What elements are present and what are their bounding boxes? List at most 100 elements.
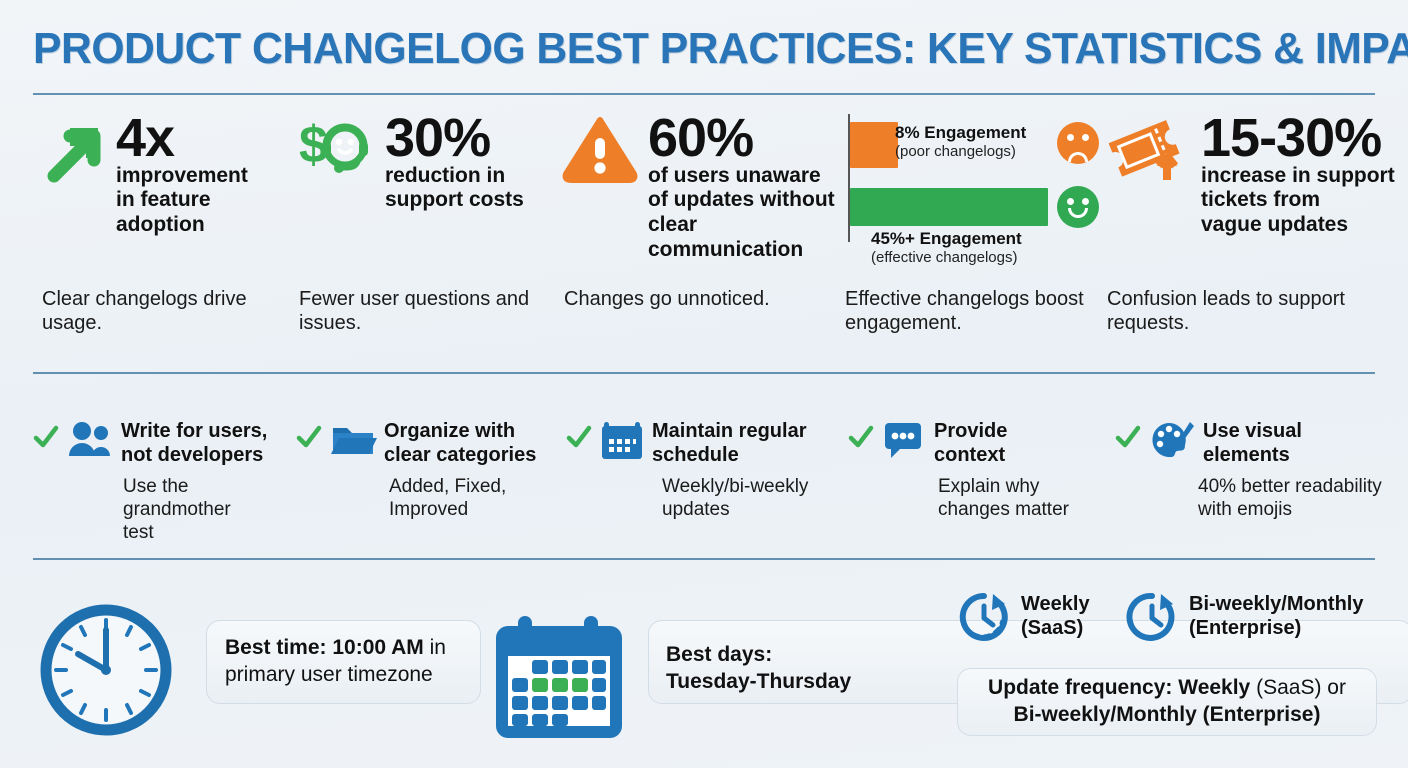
happy-face-icon — [1057, 186, 1099, 228]
stat-text: 4x improvement in feature adoption — [116, 111, 248, 238]
stat-label-line: support costs — [385, 188, 524, 212]
best-days-line2: Tuesday-Thursday — [666, 669, 852, 693]
frequency-line2: (Enterprise) — [1189, 617, 1302, 639]
stat-card-support-tickets: 15-30% increase in support tickets from … — [1105, 111, 1400, 334]
practice-title-line: not developers — [121, 443, 264, 466]
stat-text: 15-30% increase in support tickets from … — [1201, 111, 1395, 238]
divider-top — [33, 93, 1375, 95]
practice-sub-line: changes matter — [938, 498, 1069, 520]
stat-card-feature-adoption: 4x improvement in feature adoption Clear… — [40, 111, 295, 334]
stat-label-line: reduction in — [385, 163, 506, 187]
update-frequency-plain1: (SaaS) or — [1250, 676, 1346, 700]
best-time-bold: Best time: 10:00 AM — [225, 636, 424, 660]
stat-caption: Changes go unnoticed. — [564, 288, 770, 310]
bar-sublabel-effective: (effective changelogs) — [871, 249, 1018, 266]
update-frequency-card: Update frequency: Weekly (SaaS) or Bi-we… — [957, 668, 1377, 736]
practice-title-line: Maintain regular — [652, 420, 807, 442]
best-days-block: Best days: Tuesday-Thursday — [488, 600, 1408, 750]
stat-caption: Confusion leads to support requests. — [1107, 288, 1345, 335]
stat-label-line: improvement — [116, 163, 248, 187]
practice-sub: Use the grandmother test — [123, 476, 295, 544]
stat-head: 60% of users unaware of updates without … — [562, 111, 847, 263]
practice-title-line: clear categories — [384, 443, 537, 466]
warning-triangle-icon — [562, 112, 638, 184]
stat-value: 15-30% — [1201, 108, 1382, 168]
engagement-bar-chart: 8% Engagement (poor changelogs) 45%+ Eng… — [843, 112, 1099, 282]
update-frequency-text: Update frequency: Weekly (SaaS) or Bi-we… — [988, 675, 1346, 729]
update-frequency-block: Weekly (SaaS) Bi-weekly/Monthly (Enterpr… — [955, 588, 1380, 753]
practice-sub-line: Use the grandmother — [123, 476, 231, 520]
stat-label: reduction in support costs — [385, 164, 524, 214]
practice-title-line: schedule — [652, 443, 739, 466]
practice-sub-line: with emojis — [1198, 498, 1292, 520]
stat-value: 30% — [385, 108, 491, 168]
dollar-headset-support-icon: $ — [297, 112, 375, 184]
practice-sub-line: updates — [662, 498, 730, 520]
practice-title-line: Use visual — [1203, 420, 1302, 442]
practice-sub-line: Added, Fixed, — [389, 476, 507, 498]
frequency-label-biweekly: Bi-weekly/Monthly (Enterprise) — [1189, 593, 1363, 640]
bar-sublabel-poor: (poor changelogs) — [895, 143, 1016, 160]
stat-caption: Fewer user questions and issues. — [299, 288, 530, 335]
stats-row: 4x improvement in feature adoption Clear… — [0, 111, 1408, 362]
best-time-block: Best time: 10:00 AM in primary user time… — [36, 600, 481, 750]
clock-refresh-solid-icon — [1123, 588, 1181, 646]
frequency-label-weekly: Weekly (SaaS) — [1021, 593, 1090, 640]
practice-title: Use visual elements — [1203, 420, 1302, 467]
stat-label-line: vague updates — [1201, 213, 1349, 237]
bar-label-effective: 45%+ Engagement — [871, 229, 1022, 248]
update-frequency-bold1: Update frequency: Weekly — [988, 676, 1251, 700]
update-frequency-bold2: Bi-weekly/Monthly (Enterprise) — [1013, 703, 1321, 726]
practice-title-line: Provide — [934, 420, 1008, 442]
stat-value: 60% — [648, 108, 754, 168]
stat-label-line: tickets from — [1201, 188, 1321, 212]
stat-caption: Effective changelogs boost engagement. — [845, 288, 1084, 335]
practice-sub-line: Weekly/bi-weekly — [662, 476, 809, 498]
practice-head: Organize with clear categories — [296, 420, 558, 467]
practice-title: Maintain regular schedule — [652, 420, 806, 467]
support-ticket-up-icon — [1105, 112, 1191, 184]
practice-title-line: Organize with — [384, 420, 516, 442]
divider-bottom — [33, 558, 1375, 560]
practice-head: Provide context — [848, 420, 1078, 467]
frequency-item-biweekly: Bi-weekly/Monthly (Enterprise) — [1123, 588, 1363, 646]
check-icon — [1115, 424, 1141, 450]
analog-clock-icon — [36, 600, 466, 740]
practice-title-line: elements — [1203, 443, 1290, 466]
check-icon — [566, 424, 592, 450]
bar-effective-changelogs — [850, 188, 1048, 226]
practice-head: Maintain regular schedule — [566, 420, 836, 467]
practice-title: Write for users, not developers — [121, 420, 267, 467]
frequency-line1: Bi-weekly/Monthly — [1189, 593, 1364, 616]
calendar-icon — [599, 420, 645, 462]
stat-head: $ 30% reduction in — [297, 111, 552, 214]
stat-text: 30% reduction in support costs — [385, 111, 524, 214]
trend-up-arrow-icon — [40, 112, 106, 184]
bar-label-poor: 8% Engagement — [895, 123, 1027, 142]
calendar-icon — [488, 608, 638, 748]
practice-sub: 40% better readability with emojis — [1198, 476, 1408, 522]
best-days-text: Best days: Tuesday-Thursday — [666, 642, 851, 696]
stat-label-line: of users unaware — [648, 163, 821, 187]
stat-card-users-unaware: 60% of users unaware of updates without … — [562, 111, 847, 310]
practice-sub-line: Improved — [389, 498, 469, 520]
chat-bubble-icon — [881, 420, 927, 460]
stat-label: increase in support tickets from vague u… — [1201, 164, 1395, 238]
page-title: PRODUCT CHANGELOG BEST PRACTICES: KEY ST… — [33, 24, 1408, 73]
practice-head: Write for users, not developers — [33, 420, 295, 467]
chart-axis — [848, 114, 850, 242]
practice-sub-line: test — [123, 521, 154, 543]
bar-poor-changelogs — [850, 122, 898, 168]
best-time-card: Best time: 10:00 AM in primary user time… — [206, 620, 481, 704]
stat-label-line: in feature — [116, 188, 211, 212]
stat-caption: Clear changelogs drive usage. — [42, 288, 247, 335]
practice-regular-schedule: Maintain regular schedule Weekly/bi-week… — [566, 420, 836, 522]
practice-sub-line: Explain why — [938, 476, 1040, 498]
stat-label-line: adoption — [116, 213, 205, 237]
folder-icon — [329, 420, 377, 460]
people-icon — [66, 420, 114, 460]
practice-visual-elements: Use visual elements 40% better readabili… — [1115, 420, 1385, 522]
stat-label: improvement in feature adoption — [116, 164, 248, 238]
practice-sub: Added, Fixed, Improved — [389, 476, 558, 522]
